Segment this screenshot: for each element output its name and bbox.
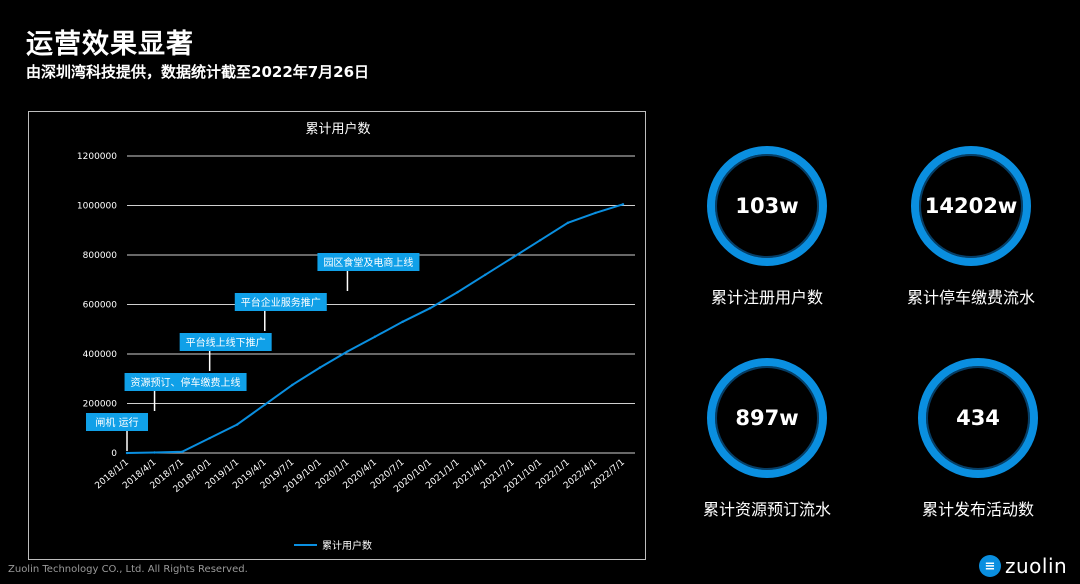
- kpi-label: 累计注册用户数: [710, 288, 823, 307]
- line-chart: 累计用户数 0 200000 400000 600000 800000 1000000 120…: [77, 121, 635, 552]
- data-point: [594, 211, 597, 215]
- data-point: [180, 450, 184, 453]
- annotation-label: 资源预订、停车缴费上线: [131, 376, 241, 389]
- kpi-ring: 14202w: [911, 146, 1031, 266]
- kpi-parking-revenue: 14202w 累计停车缴费流水: [871, 146, 1071, 308]
- annotation-label: 平台线上线下推广: [186, 336, 266, 349]
- data-point: [346, 350, 349, 353]
- zuolin-logo-icon: ≡: [979, 555, 1001, 577]
- data-point: [484, 273, 487, 276]
- data-point: [539, 238, 542, 242]
- kpi-value: 434: [956, 406, 1000, 430]
- kpi-ring: 897w: [707, 358, 827, 478]
- kpi-label: 累计资源预订流水: [702, 500, 831, 519]
- data-point: [318, 366, 322, 369]
- data-point: [291, 383, 294, 387]
- y-tick-label: 800000: [83, 251, 118, 261]
- kpi-booking-revenue: 897w 累计资源预订流水: [667, 358, 867, 520]
- data-point: [511, 256, 514, 259]
- data-point: [208, 436, 211, 440]
- page-subtitle: 由深圳湾科技提供，数据统计截至2022年7月26日: [26, 63, 370, 81]
- data-point: [373, 335, 377, 338]
- y-tick-label: 400000: [83, 350, 118, 360]
- legend-label: 累计用户数: [322, 539, 372, 552]
- annotation-box: [179, 333, 272, 351]
- kpi-value: 14202w: [924, 194, 1018, 218]
- annotation-box: [124, 373, 247, 391]
- annotation-box: [86, 413, 148, 431]
- y-tick-label: 0: [111, 449, 117, 459]
- data-point: [153, 451, 156, 454]
- y-tick-label: 1200000: [77, 152, 117, 162]
- data-point: [456, 290, 459, 294]
- data-point: [125, 451, 129, 455]
- y-tick-label: 600000: [83, 301, 118, 311]
- kpi-label: 累计停车缴费流水: [906, 288, 1035, 307]
- chart-title: 累计用户数: [305, 121, 370, 137]
- data-point: [236, 423, 239, 426]
- chart-panel: 累计用户数 0 200000 400000 600000 800000 1000000 120…: [28, 111, 646, 560]
- data-point: [621, 203, 625, 206]
- annotation-box: [234, 293, 327, 311]
- y-tick-label: 200000: [83, 400, 118, 410]
- annotation-box: [317, 253, 420, 271]
- kpi-label: 累计发布活动数: [921, 500, 1034, 519]
- kpi-ring: 103w: [707, 146, 827, 266]
- brand-name: zuolin: [1005, 554, 1068, 578]
- annotation-label: 园区食堂及电商上线: [323, 256, 413, 269]
- series-line: [126, 203, 624, 454]
- annotation-label: 闸机 运行: [95, 416, 138, 429]
- kpi-ring: 434: [918, 358, 1038, 478]
- page-title: 运营效果显著: [26, 29, 194, 60]
- data-point: [401, 320, 404, 324]
- kpi-activities: 434 累计发布活动数: [878, 358, 1078, 520]
- data-point: [428, 307, 432, 310]
- kpi-registered-users: 103w 累计注册用户数: [667, 146, 867, 308]
- y-tick-label: 1000000: [77, 202, 117, 212]
- kpi-value: 897w: [735, 406, 799, 430]
- kpi-value: 103w: [735, 194, 799, 218]
- annotation-label: 平台企业服务推广: [241, 296, 321, 309]
- data-point: [566, 221, 570, 225]
- copyright-text: Zuolin Technology CO., Ltd. All Rights R…: [8, 564, 248, 575]
- data-point: [263, 403, 266, 406]
- brand-logo: ≡ zuolin: [979, 554, 1067, 578]
